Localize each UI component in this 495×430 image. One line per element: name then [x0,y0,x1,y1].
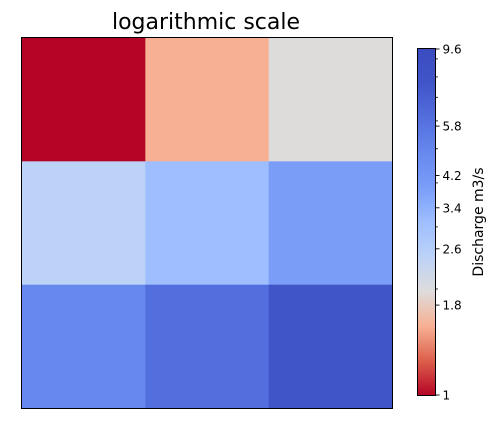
colorbar-tick-label: 1.8 [443,299,462,313]
colorbar-tick-label: 4.2 [443,169,462,183]
colorbar-tick-label: 3.4 [443,201,462,215]
heatmap-cell-r0-c2 [268,38,393,162]
heatmap-cells [22,38,393,409]
heatmap-cell-r1-c2 [268,161,393,286]
colorbar-gradient [417,48,436,396]
colorbar-tick-label: 1 [443,389,451,403]
heatmap-cell-r2-c0 [22,284,146,409]
heatmap-cell-r1-c1 [145,161,270,286]
colorbar: 1 1.8 2.6 3.4 4.2 5.8 9.6 Discharge m3/s [417,43,487,403]
colorbar-label: Discharge m3/s [471,167,487,276]
colorbar-tick-label: 2.6 [443,242,462,256]
heatmap-cell-r2-c1 [145,284,270,409]
plot-frame [21,37,393,409]
heatmap-cell-r2-c2 [268,284,393,409]
chart-title: logarithmic scale [112,10,300,35]
colorbar-tick-label: 9.6 [443,43,462,57]
colorbar-ticks: 1 1.8 2.6 3.4 4.2 5.8 9.6 [435,43,462,403]
heatmap-cell-r1-c0 [22,161,146,286]
heatmap-cell-r0-c0 [22,38,146,162]
heatmap-cell-r0-c1 [145,38,270,162]
colorbar-tick-label: 5.8 [443,120,462,134]
